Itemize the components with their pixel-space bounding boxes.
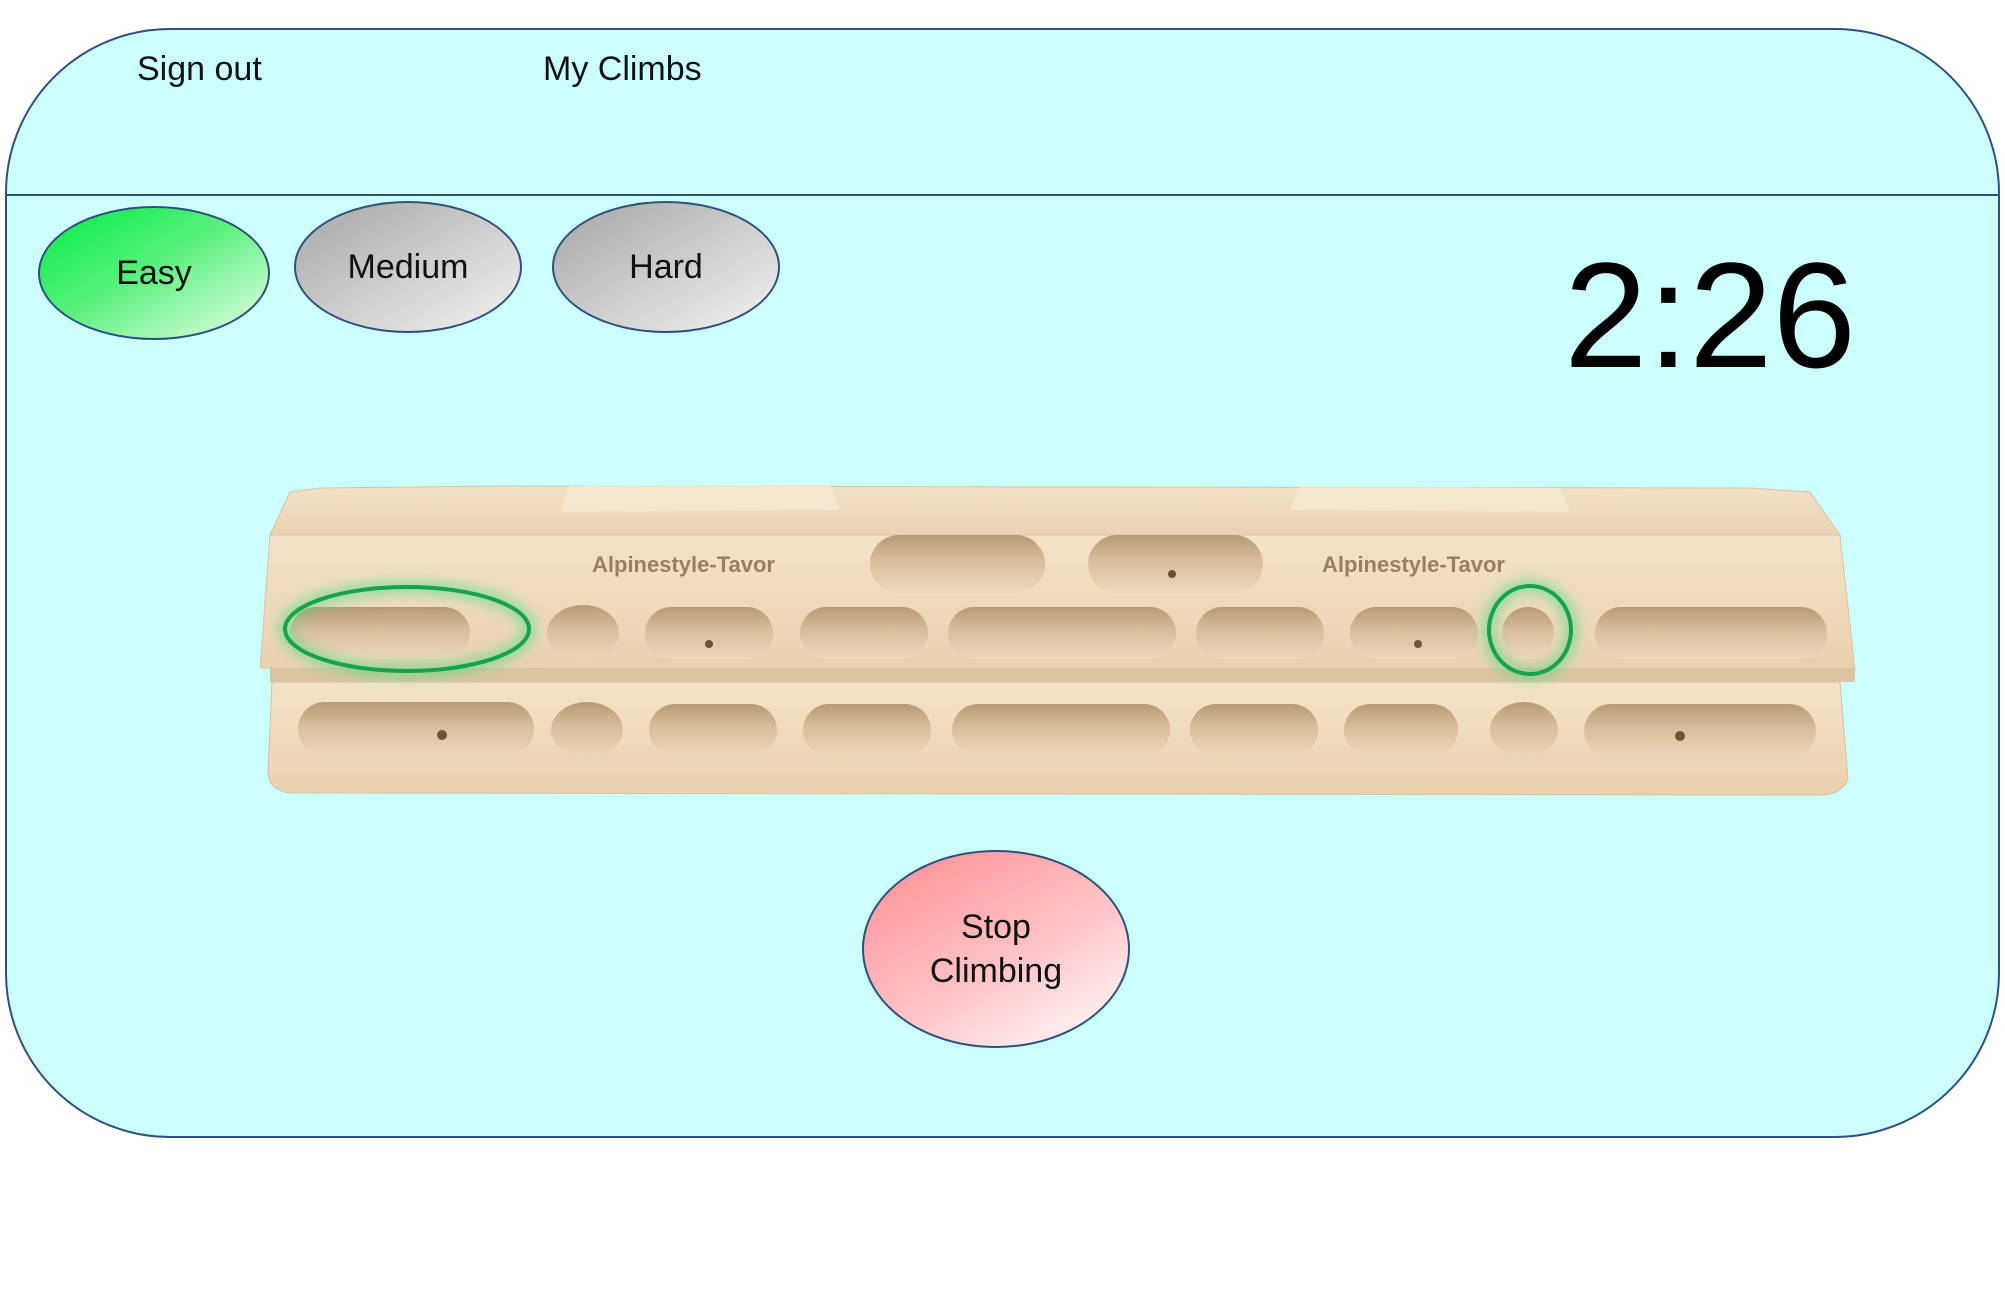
screw-icon	[1675, 731, 1685, 741]
hold-mid-3	[645, 607, 773, 659]
hangboard-top-block-left	[560, 484, 840, 512]
hangboard-top-block-right	[1290, 486, 1570, 512]
climb-timer: 2:26	[1564, 231, 1856, 399]
hangboard-brand-left: Alpinestyle-Tavor	[592, 552, 775, 577]
hold-bottom-3	[649, 704, 777, 756]
hangboard: Alpinestyle-Tavor Alpinestyle-Tavor	[259, 450, 1870, 800]
stop-climbing-label: Stop Climbing	[929, 908, 1063, 990]
hold-bottom-2	[551, 702, 623, 758]
hangboard-illustration: Alpinestyle-Tavor Alpinestyle-Tavor	[259, 484, 1856, 796]
hold-mid-4	[800, 607, 928, 659]
hold-mid-7	[1350, 607, 1478, 659]
hold-mid-6	[1196, 607, 1324, 659]
hold-bottom-7	[1344, 704, 1458, 756]
difficulty-easy-label: Easy	[116, 253, 192, 292]
hold-top-center-right	[1088, 535, 1263, 593]
difficulty-hard-button[interactable]: Hard	[552, 201, 780, 333]
hold-bottom-4	[803, 704, 931, 756]
difficulty-medium-button[interactable]: Medium	[294, 201, 522, 333]
hangboard-rail-gap	[270, 668, 1855, 682]
hold-bottom-1	[298, 702, 534, 756]
hold-bottom-5	[952, 704, 1170, 756]
screw-icon	[437, 730, 447, 740]
hold-bottom-9	[1584, 704, 1816, 758]
sign-out-link[interactable]: Sign out	[137, 50, 262, 88]
hold-top-center-left	[870, 535, 1045, 593]
hold-mid-8	[1502, 607, 1554, 659]
my-climbs-link[interactable]: My Climbs	[543, 50, 702, 88]
screw-icon	[1414, 640, 1422, 648]
hold-mid-2	[547, 605, 619, 661]
difficulty-easy-button[interactable]: Easy	[38, 206, 270, 340]
hold-bottom-8	[1490, 702, 1558, 758]
difficulty-hard-label: Hard	[629, 247, 703, 286]
difficulty-medium-label: Medium	[347, 247, 469, 286]
stop-climbing-button[interactable]: Stop Climbing	[862, 850, 1130, 1048]
hold-mid-9	[1595, 607, 1827, 659]
highlighted-hold-small-pocket[interactable]	[1487, 584, 1573, 676]
hold-mid-5	[948, 607, 1176, 659]
header-divider	[7, 194, 1998, 196]
highlighted-hold-left-slot[interactable]	[283, 585, 531, 673]
screw-icon	[705, 640, 713, 648]
screw-icon	[1168, 570, 1176, 578]
hold-bottom-6	[1190, 704, 1318, 756]
hangboard-top-edge	[269, 485, 1841, 536]
hangboard-brand-right: Alpinestyle-Tavor	[1322, 552, 1505, 577]
hold-mid-1	[290, 607, 470, 659]
